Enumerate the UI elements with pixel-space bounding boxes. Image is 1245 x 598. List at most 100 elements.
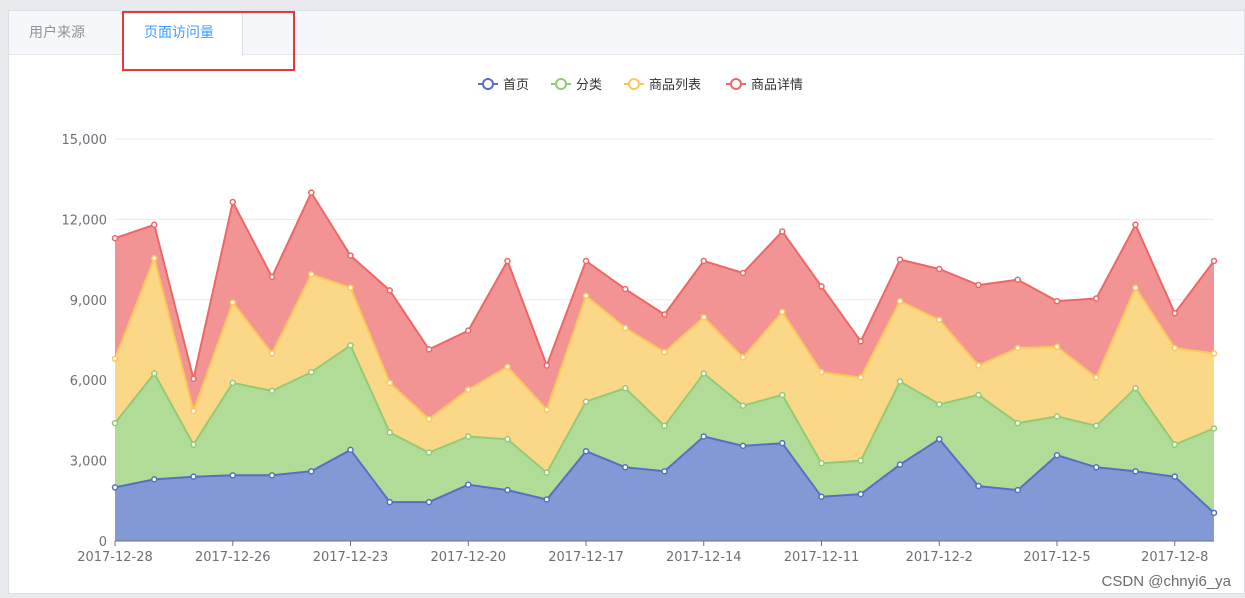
data-point — [465, 386, 472, 393]
area-2 — [115, 345, 1214, 513]
x-tick-label: 2017-12-14 — [666, 550, 742, 565]
data-point — [268, 387, 276, 395]
x-tick-label: 2017-12-17 — [548, 550, 624, 565]
data-point — [779, 308, 786, 316]
data-point — [111, 419, 119, 427]
data-point — [151, 476, 158, 483]
data-point — [1132, 284, 1139, 291]
data-point — [936, 435, 943, 443]
data-point — [1171, 441, 1178, 448]
data-point — [425, 449, 433, 456]
data-point — [386, 287, 393, 294]
data-point — [1014, 344, 1021, 352]
tab-user-source[interactable]: 用户来源 — [29, 25, 85, 41]
data-point — [504, 435, 511, 443]
data-point — [1093, 422, 1100, 430]
data-point — [386, 379, 393, 387]
data-point — [425, 415, 433, 423]
data-point — [1132, 468, 1139, 475]
data-point — [975, 362, 982, 369]
legend-label-2: 分类 — [576, 78, 602, 93]
data-point — [661, 422, 668, 430]
data-point — [229, 299, 236, 306]
x-tick-label: 2017-12-28 — [77, 550, 153, 565]
legend-marker-3 — [628, 78, 640, 90]
y-tick-label: 0 — [99, 535, 107, 550]
data-point — [582, 447, 590, 455]
axes: 0 3,000 6,000 9,000 12,000 15,000 2017-12-28 20… — [62, 133, 1214, 565]
data-point — [1171, 473, 1178, 480]
data-point — [661, 311, 668, 318]
data-point — [622, 464, 629, 471]
data-point — [818, 460, 825, 467]
x-tick-label: 2017-12-23 — [313, 550, 389, 565]
data-point — [543, 496, 550, 503]
data-point — [504, 486, 511, 494]
legend-label-3: 商品列表 — [649, 78, 701, 93]
data-point — [936, 265, 943, 273]
data-point — [190, 375, 197, 383]
data-point — [151, 221, 158, 229]
data-point — [229, 198, 236, 206]
data-point — [504, 363, 511, 371]
data-point — [1132, 221, 1139, 229]
data-point — [465, 327, 472, 334]
chart-legend: 首页 分类 商品列表 商品详情 — [478, 78, 803, 93]
data-point — [700, 257, 707, 265]
data-point — [896, 461, 904, 468]
data-point — [1014, 486, 1021, 494]
data-point — [779, 228, 786, 235]
data-point — [1210, 257, 1218, 265]
data-point — [543, 362, 550, 369]
area-3 — [115, 258, 1214, 473]
data-point — [308, 368, 315, 376]
data-point — [582, 398, 590, 405]
tab-page-views[interactable]: 页面访问量 — [123, 11, 243, 56]
data-point — [1093, 295, 1100, 302]
data-point — [896, 378, 904, 385]
data-point — [308, 468, 315, 475]
data-point — [896, 256, 904, 263]
x-tick-label: 2017-12-8 — [1141, 550, 1208, 565]
legend-marker-2 — [555, 78, 567, 90]
y-tick-label: 6,000 — [70, 374, 107, 389]
data-point — [1171, 309, 1178, 317]
data-point — [347, 284, 354, 291]
stacked-area-chart: 首页 分类 商品列表 商品详情 0 3,000 6,000 9,000 12,000 15,00… — [62, 78, 1218, 565]
data-point — [151, 255, 158, 262]
data-point — [543, 406, 550, 413]
data-point — [739, 402, 747, 409]
data-point — [308, 189, 315, 196]
data-point — [268, 273, 276, 281]
data-point — [582, 292, 590, 300]
data-point — [622, 285, 629, 293]
data-point — [151, 370, 158, 377]
data-point — [936, 401, 943, 408]
y-tick-label: 15,000 — [62, 133, 108, 148]
data-point — [425, 346, 433, 353]
data-point — [857, 374, 864, 381]
data-point — [1053, 451, 1061, 459]
data-point — [1210, 350, 1218, 357]
data-point — [504, 257, 511, 265]
data-point — [268, 350, 276, 357]
data-point — [857, 457, 864, 464]
data-point — [779, 439, 786, 447]
data-point — [700, 370, 707, 377]
data-point — [347, 252, 354, 259]
data-point — [739, 354, 747, 361]
data-point — [779, 391, 786, 399]
data-point — [1210, 509, 1218, 517]
data-point — [975, 391, 982, 399]
x-tick-label: 2017-12-26 — [195, 550, 271, 565]
y-tick-label: 3,000 — [70, 455, 107, 470]
data-point — [975, 281, 982, 289]
data-point — [1053, 297, 1061, 305]
data-point — [465, 481, 472, 488]
chart-card: 用户来源 页面访问量 首页 分类 商品列表 商品详情 0 3,000 6,000 9,000… — [8, 10, 1245, 594]
data-point — [818, 283, 825, 290]
legend-marker-4 — [730, 78, 742, 90]
data-point — [896, 297, 904, 305]
y-tick-label: 9,000 — [70, 294, 107, 309]
data-point — [1053, 343, 1061, 350]
